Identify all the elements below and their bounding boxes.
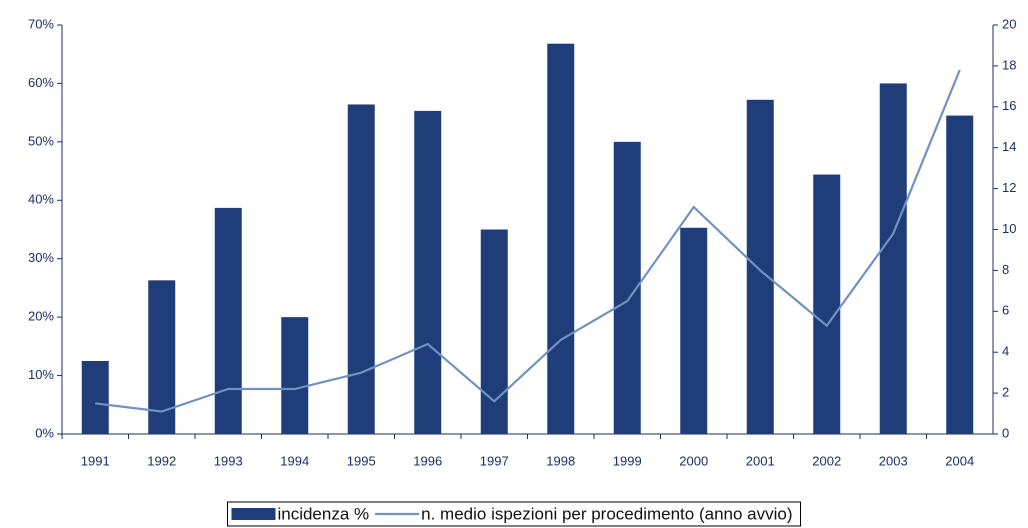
bar	[281, 317, 309, 434]
bar	[680, 227, 708, 434]
x-tick-label: 2001	[746, 453, 775, 468]
bar	[946, 115, 974, 435]
bar	[746, 99, 774, 434]
x-tick-label: 1991	[81, 453, 110, 468]
y2-tick-label: 18	[1002, 57, 1016, 72]
x-tick-label: 1994	[280, 453, 309, 468]
y2-tick-label: 0	[1002, 425, 1009, 440]
y2-tick-label: 14	[1002, 139, 1016, 154]
x-tick-label: 1996	[413, 453, 442, 468]
x-tick-label: 1992	[147, 453, 176, 468]
y-tick-label: 10%	[28, 367, 54, 382]
x-tick-label: 1998	[546, 453, 575, 468]
y-tick-label: 50%	[28, 133, 54, 148]
y-tick-label: 70%	[28, 16, 54, 31]
x-tick-label: 2000	[679, 453, 708, 468]
y-tick-label: 30%	[28, 250, 54, 265]
legend-label: incidenza %	[277, 504, 369, 523]
x-tick-label: 1995	[347, 453, 376, 468]
x-tick-label: 1993	[214, 453, 243, 468]
x-tick-label: 2004	[945, 453, 974, 468]
bar	[879, 83, 907, 434]
y2-tick-label: 2	[1002, 385, 1009, 400]
x-tick-label: 2002	[812, 453, 841, 468]
legend-box	[226, 501, 802, 527]
bar	[347, 104, 375, 434]
x-tick-label: 1997	[480, 453, 509, 468]
bar	[813, 174, 841, 434]
bar	[81, 360, 109, 434]
y2-tick-label: 16	[1002, 98, 1016, 113]
bar	[547, 43, 575, 434]
y-tick-label: 20%	[28, 309, 54, 324]
y2-tick-label: 10	[1002, 221, 1016, 236]
bar	[480, 229, 508, 434]
y2-tick-label: 20	[1002, 16, 1016, 31]
y2-tick-label: 6	[1002, 303, 1009, 318]
y-tick-label: 0%	[35, 425, 54, 440]
legend: incidenza % n. medio ispezioni per proced…	[226, 501, 802, 527]
legend-label: n. medio ispezioni per procedimento (ann…	[421, 504, 792, 523]
y-tick-label: 40%	[28, 192, 54, 207]
bar	[414, 110, 442, 434]
legend-swatch	[231, 508, 276, 520]
line	[95, 69, 961, 413]
y-tick-label: 60%	[28, 75, 54, 90]
x-tick-label: 1999	[613, 453, 642, 468]
y2-tick-label: 4	[1002, 344, 1009, 359]
bar	[214, 207, 242, 434]
y2-tick-label: 12	[1002, 180, 1016, 195]
y2-tick-label: 8	[1002, 262, 1009, 277]
x-tick-label: 2003	[879, 453, 908, 468]
